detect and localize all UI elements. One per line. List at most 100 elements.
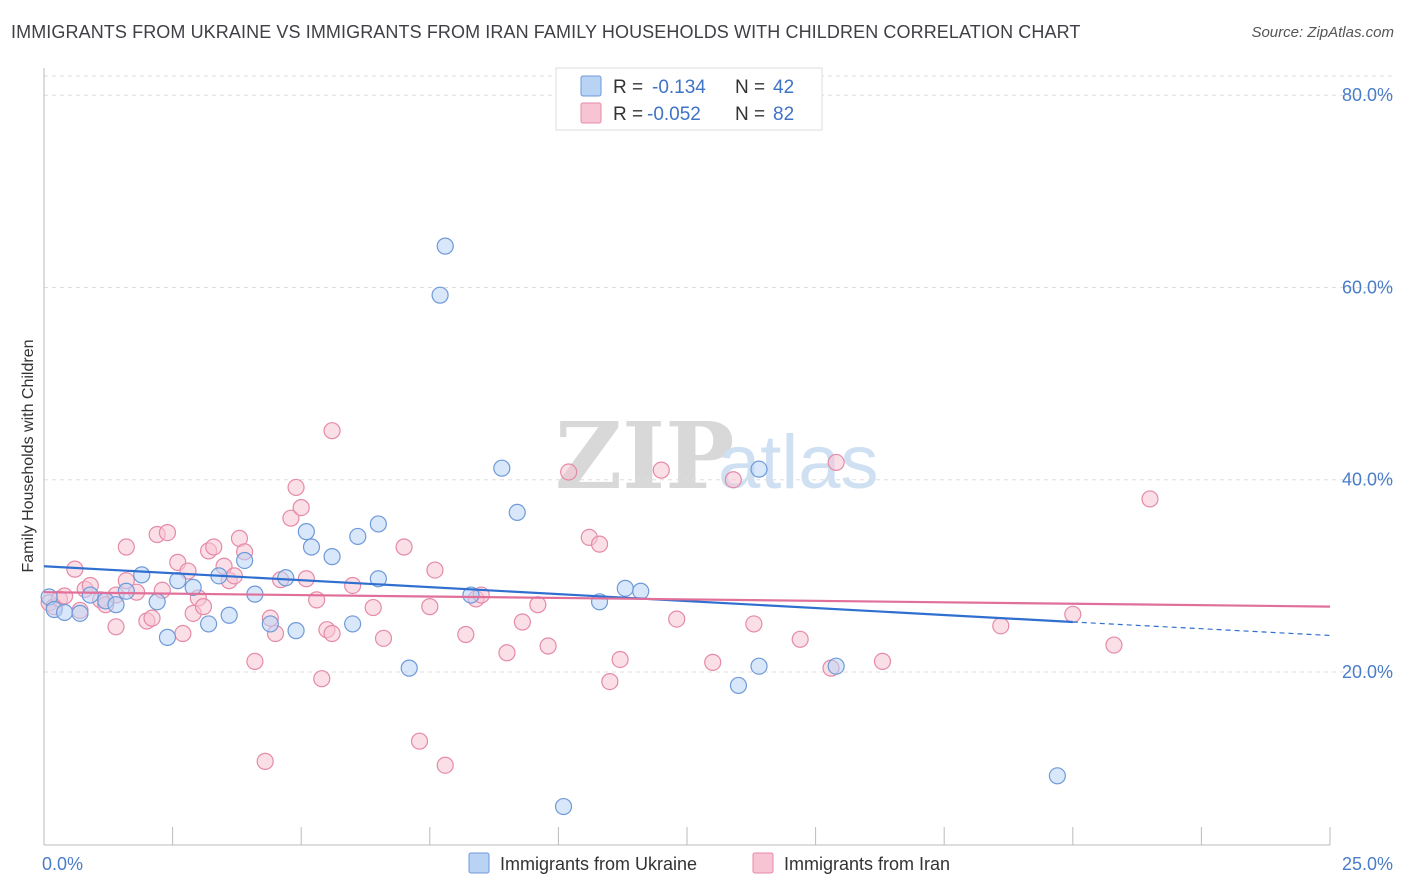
iran-point-65 [601,672,619,691]
ukraine-point-39 [750,460,768,478]
gridlines [44,75,1393,673]
iran-trend-line [43,591,1331,608]
iran-point-73 [827,453,845,472]
iran-point-71 [745,615,763,633]
bottom-legend-swatch-ukraine[interactable] [468,852,490,874]
iran-point-34 [256,752,274,770]
iran-point-79 [1141,490,1159,508]
legend-r-value-ukraine: -0.134 [652,77,706,98]
ukraine-point-13 [200,615,218,633]
watermark: ZIP atlas [555,402,879,510]
iran-point-11 [107,618,125,636]
iran-point-41 [297,570,315,588]
ukraine-point-12 [184,578,202,596]
ukraine-point-22 [302,538,321,556]
iran-point-60 [529,596,547,614]
trend-lines [43,565,1331,637]
ukraine-point-9 [148,593,166,611]
watermark-zip: ZIP [555,402,734,510]
iran-point-38 [282,509,300,527]
ukraine-point-37 [632,582,650,600]
iran-point-62 [560,463,578,481]
iran-point-64 [590,535,609,553]
ukraine-point-29 [436,237,454,255]
y-tick-label-20: 20.0% [1342,662,1393,682]
iran-point-55 [457,625,475,644]
x-tick-label-min: 0.0% [42,854,83,874]
iran-point-51 [410,732,429,750]
ukraine-trend-line-extension [1072,621,1331,637]
legend-swatch-ukraine [580,75,602,97]
ukraine-points [40,237,1066,816]
correlation-legend: R = -0.134 N = 42 R = -0.052 N = 82 [555,67,823,131]
iran-point-53 [426,561,444,579]
iran-point-50 [395,538,413,556]
legend-n-label-iran: N = [735,104,765,125]
iran-point-27 [205,538,223,556]
y-tick-label-60: 60.0% [1342,277,1393,297]
ukraine-point-3 [71,604,89,622]
chart-title: IMMIGRANTS FROM UKRAINE VS IMMIGRANTS FR… [11,22,1081,42]
ukraine-point-27 [369,515,387,533]
ukraine-point-15 [220,606,238,624]
legend-r-label-ukraine: R = [613,77,643,98]
iran-point-70 [724,471,742,489]
x-tick-marks [172,827,1331,845]
iran-point-39 [287,478,305,497]
iran-point-67 [652,461,670,479]
ukraine-point-7 [117,582,135,600]
ukraine-point-23 [323,548,341,566]
iran-point-58 [498,644,516,662]
ukraine-point-33 [508,503,526,522]
ukraine-point-30 [431,286,449,304]
bottom-legend-swatch-iran[interactable] [752,852,774,874]
source-credit: Source: ZipAtlas.com [1251,24,1394,41]
legend-r-value-iran: -0.052 [647,104,701,125]
iran-point-45 [323,624,341,643]
iran-point-47 [344,576,362,595]
bottom-legend-label-ukraine[interactable]: Immigrants from Ukraine [500,854,697,874]
ukraine-point-34 [554,797,573,816]
ukraine-point-2 [55,603,74,621]
iran-point-68 [668,610,686,628]
iran-point-16 [143,609,161,627]
iran-point-69 [704,653,722,671]
legend-n-label-ukraine: N = [735,77,765,98]
ukraine-point-20 [287,622,305,640]
ukraine-point-32 [493,459,511,477]
ukraine-point-6 [107,596,125,614]
series-legend: Immigrants from Ukraine Immigrants from … [468,852,950,874]
iran-point-3 [55,587,74,605]
iran-point-52 [421,598,439,616]
legend-swatch-iran [580,102,602,124]
ukraine-trend-line [43,565,1073,624]
iran-point-25 [194,598,213,616]
ukraine-point-31 [462,586,480,604]
ukraine-point-16 [236,551,254,570]
iran-point-59 [513,613,531,631]
legend-n-value-ukraine: 42 [773,77,794,98]
ukraine-point-19 [277,569,295,587]
ukraine-point-21 [297,523,315,541]
iran-point-61 [539,637,557,655]
iran-point-46 [323,422,341,440]
ukraine-point-10 [158,628,177,646]
y-tick-labels: 20.0% 40.0% 60.0% 80.0% [1342,85,1393,682]
iran-point-66 [611,650,629,669]
ukraine-point-41 [827,657,845,675]
iran-point-49 [374,629,393,647]
bottom-legend-label-iran[interactable]: Immigrants from Iran [784,854,950,874]
iran-point-40 [292,499,310,517]
iran-point-78 [1105,636,1123,654]
y-axis-label: Family Households with Children [20,340,37,573]
x-tick-label-max: 25.0% [1342,854,1393,874]
iran-point-13 [117,538,135,556]
ukraine-point-24 [344,615,362,633]
iran-point-75 [873,652,892,671]
iran-point-33 [246,652,264,671]
ukraine-point-26 [369,570,387,588]
ukraine-point-18 [261,615,279,633]
ukraine-point-40 [750,657,768,675]
iran-point-21 [174,624,192,643]
y-tick-label-80: 80.0% [1342,85,1393,105]
